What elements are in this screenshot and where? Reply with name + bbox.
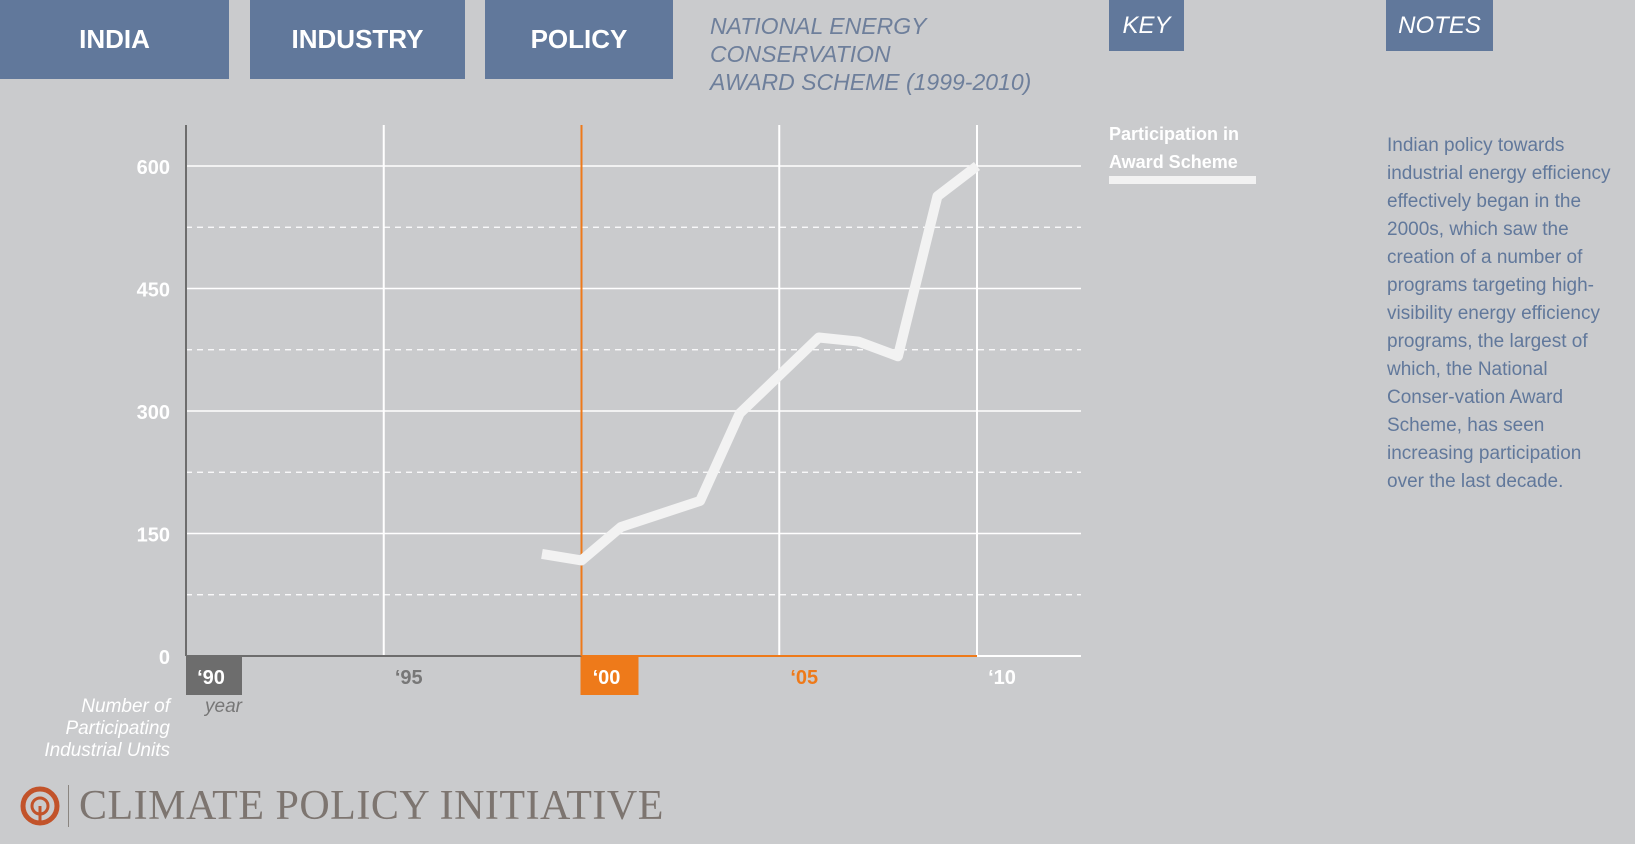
y-axis-title-line: Participating — [65, 718, 170, 739]
legend-label-line-2: Award Scheme — [1109, 152, 1238, 172]
y-tick-label: 600 — [137, 157, 170, 179]
subtitle-line-1: NATIONAL ENERGY CONSERVATION — [710, 13, 927, 67]
y-tick-label: 450 — [137, 280, 170, 302]
x-tick-label: ‘00 — [593, 667, 621, 689]
chart-subtitle: NATIONAL ENERGY CONSERVATION AWARD SCHEM… — [710, 12, 1090, 96]
x-tick-label: ‘10 — [988, 667, 1016, 689]
y-tick-label: 300 — [137, 402, 170, 424]
tab-policy[interactable]: POLICY — [485, 0, 673, 79]
key-tab[interactable]: KEY — [1109, 0, 1184, 51]
x-tick-label: ‘90 — [197, 667, 225, 689]
x-tick-label: ‘95 — [395, 667, 423, 689]
x-axis-title: year — [203, 696, 243, 717]
series-line-participation — [541, 162, 981, 566]
legend-entry: Participation in Award Scheme — [1109, 120, 1239, 176]
cpi-logo: CLIMATE POLICY INITIATIVE — [18, 782, 664, 830]
notes-tab[interactable]: NOTES — [1386, 0, 1493, 51]
tab-india[interactable]: INDIA — [0, 0, 229, 79]
y-tick-label: 0 — [159, 647, 170, 669]
cpi-logo-mark-icon — [20, 786, 60, 826]
y-axis-title-line: Industrial Units — [44, 740, 170, 761]
x-tick-label: ‘05 — [790, 667, 818, 689]
y-tick-label: 150 — [137, 525, 170, 547]
tab-industry[interactable]: INDUSTRY — [250, 0, 465, 79]
x-tick-badge-highlight — [580, 657, 639, 695]
notes-text: Indian policy towards industrial energy … — [1387, 135, 1611, 492]
x-tick-badge — [186, 657, 242, 695]
logo-divider — [68, 785, 69, 827]
y-axis-title-line: Number of — [81, 696, 171, 717]
subtitle-line-2: AWARD SCHEME (1999-2010) — [710, 69, 1032, 95]
legend-label-line-1: Participation in — [1109, 124, 1240, 144]
logo-text: CLIMATE POLICY INITIATIVE — [79, 783, 664, 829]
legend-swatch — [1109, 176, 1256, 184]
